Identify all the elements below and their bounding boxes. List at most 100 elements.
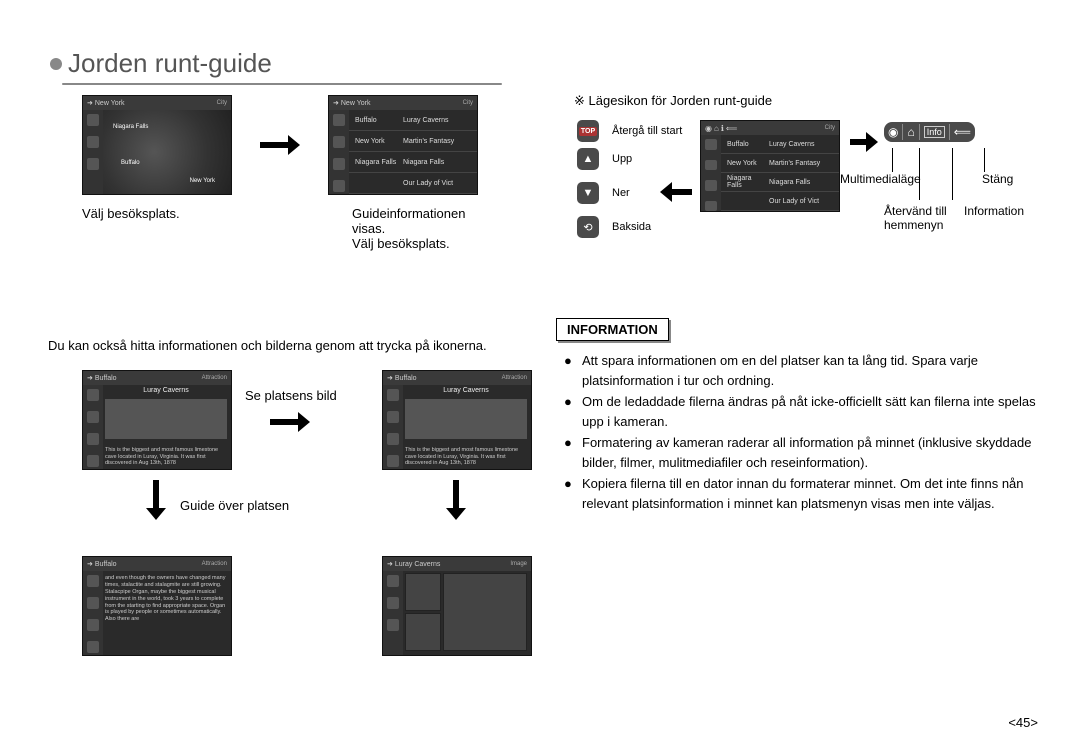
ss-category: Image	[510, 561, 527, 567]
caption-line1: Guideinformationen visas.	[352, 206, 465, 236]
heading-prefix: ※	[574, 93, 585, 108]
arrow-toward-icons	[850, 134, 878, 150]
screenshot-detail-1: ➜ Buffalo Attraction Luray Caverns This …	[82, 370, 232, 470]
label-multimedia: Multimedialäge	[840, 172, 921, 186]
mode-icon: ➜	[387, 374, 393, 382]
list-item: Martin's Fantasy	[397, 131, 477, 152]
connector	[892, 148, 893, 172]
list-item: Buffalo	[721, 135, 763, 154]
info-icon: Info	[924, 126, 945, 138]
ss-header: ➜ Buffalo Attraction	[83, 557, 231, 571]
map-label: Niagara Falls	[113, 124, 148, 130]
home-icon: ⌂	[907, 125, 914, 139]
legend-row: TOP Återgå till start	[576, 120, 682, 142]
sidebar-icon	[87, 455, 99, 467]
screenshot-detail-2: ➜ Buffalo Attraction Luray Caverns This …	[382, 370, 532, 470]
detail-image	[105, 399, 227, 439]
ss-sidebar	[383, 571, 403, 655]
caption-line2: Välj besöksplats.	[352, 236, 450, 251]
sidebar-icon	[333, 180, 345, 192]
sidebar-icon	[87, 619, 99, 631]
sidebar-icon	[87, 158, 99, 170]
arrow-right-icon	[270, 414, 310, 430]
thumb	[405, 573, 441, 611]
divider	[919, 124, 920, 140]
ss-sidebar	[83, 110, 103, 194]
sidebar-icon	[387, 619, 399, 631]
back-icon: ⟲	[577, 216, 599, 238]
info-item: Formatering av kameran raderar all infor…	[564, 433, 1046, 472]
sidebar-icon	[387, 433, 399, 445]
list-item: Niagara Falls	[763, 173, 839, 192]
down-arrow-2	[448, 480, 464, 520]
mode-icon: ➜	[387, 560, 393, 568]
row2-right: ➜ Buffalo Attraction Luray Caverns This …	[382, 370, 532, 470]
thumb	[405, 613, 441, 651]
sidebar-icon	[87, 389, 99, 401]
list-item: Luray Caverns	[763, 135, 839, 154]
sidebar-icon	[87, 575, 99, 587]
info-item: Kopiera filerna till en dator innan du f…	[564, 474, 1046, 513]
legend-label: Ner	[612, 187, 630, 199]
mode-icon: ➜	[87, 99, 93, 107]
mode-icon: ➜	[87, 560, 93, 568]
right-list: Luray Caverns Martin's Fantasy Niagara F…	[397, 110, 477, 194]
ss-header: ➜ Buffalo Attraction	[83, 371, 231, 385]
list-item: Buffalo	[349, 110, 397, 131]
divider	[902, 124, 903, 140]
big-icon-group: ◉ ⌂ Info ⟸	[884, 122, 975, 142]
row3-left: ➜ Buffalo Attraction and even though the…	[82, 556, 232, 656]
caption-guide-over: Guide över platsen	[180, 498, 289, 513]
ss-header-icons: ◉ ⌂ ℹ ⟸ City	[701, 121, 839, 135]
arrow-right-icon	[260, 137, 300, 153]
legend-row: ⟲ Baksida	[576, 216, 682, 238]
right-list: Luray Caverns Martin's Fantasy Niagara F…	[763, 135, 839, 211]
detail-text: This is the biggest and most famous lime…	[405, 447, 527, 467]
caption-select-place: Välj besöksplats.	[82, 206, 180, 221]
target-icon: ◉	[888, 125, 898, 139]
heading-text: Lägesikon för Jorden runt-guide	[589, 93, 773, 108]
left-list: Buffalo New York Niagara Falls	[721, 135, 763, 211]
arrow-down-icon	[148, 480, 164, 520]
ss-location: Buffalo	[95, 375, 117, 382]
arrow-down-icon	[448, 480, 464, 520]
caption-see-image: Se platsens bild	[245, 388, 337, 403]
header-icon: ℹ	[721, 124, 724, 133]
ss-location: New York	[95, 100, 125, 107]
sidebar-icon	[387, 597, 399, 609]
label-close: Stäng	[982, 172, 1013, 186]
sidebar-icon	[705, 180, 717, 191]
info-box-title: INFORMATION	[556, 318, 669, 341]
detail-text: This is the biggest and most famous lime…	[105, 447, 227, 467]
screenshot-cave-image: ➜ Luray Caverns Image	[382, 556, 532, 656]
list-item: Niagara Falls	[721, 173, 763, 192]
ss-location: New York	[341, 100, 371, 107]
ss-sidebar	[329, 110, 349, 194]
arrow-toward-screenshot	[660, 184, 692, 200]
list-item: Martin's Fantasy	[763, 154, 839, 173]
row1: ➜ New York City Niagara Falls Buffalo Ne…	[82, 95, 478, 195]
arrow-left-icon	[660, 184, 692, 200]
caption-guide-info: Guideinformationen visas. Välj besökspla…	[352, 206, 502, 251]
arrow-right-icon	[850, 134, 878, 150]
ss-category: City	[463, 100, 473, 106]
ss-header: ➜ Buffalo Attraction	[383, 371, 531, 385]
info-list: Att spara informationen om en del platse…	[556, 351, 1046, 513]
image-grid	[405, 573, 527, 651]
row2-left: ➜ Buffalo Attraction Luray Caverns This …	[82, 370, 232, 470]
list-item	[349, 173, 397, 194]
icon-group: ◉ ⌂ Info ⟸	[884, 122, 975, 142]
list-item: New York	[349, 131, 397, 152]
screenshot-list-small: ◉ ⌂ ℹ ⟸ City Buffalo New York Niagara Fa…	[700, 120, 840, 212]
ss-sidebar	[701, 135, 721, 211]
connector	[984, 148, 985, 172]
screenshot-list: ➜ New York City Buffalo New York Niagara…	[328, 95, 478, 195]
sidebar-icon	[387, 455, 399, 467]
info-item: Att spara informationen om en del platse…	[564, 351, 1046, 390]
label-home: Återvänd till hemmenyn	[884, 204, 964, 232]
detail-image	[405, 399, 527, 439]
ss-location: Buffalo	[395, 375, 417, 382]
list-item: Our Lady of Vict	[397, 173, 477, 194]
list-item: Luray Caverns	[397, 110, 477, 131]
sidebar-icon	[387, 389, 399, 401]
